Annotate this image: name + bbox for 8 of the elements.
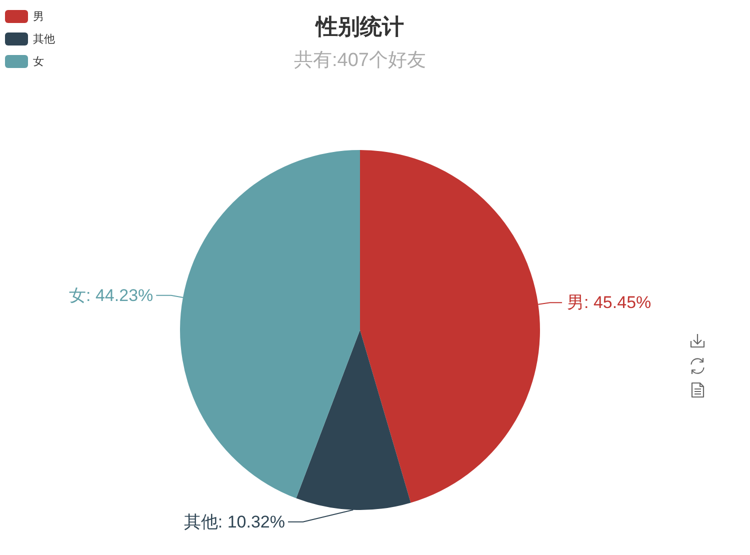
text: 共有:407个好友 [294,50,426,71]
data-label: 其他: 10.32% [184,512,285,532]
chart-title: 性别统计 [314,14,404,39]
data-label: 男: 45.45% [567,293,652,312]
data-label: 女: 44.23% [69,286,154,305]
legend-label: 其他 [33,32,55,46]
legend-label: 女 [33,56,44,68]
legend-label: 男 [33,11,44,23]
